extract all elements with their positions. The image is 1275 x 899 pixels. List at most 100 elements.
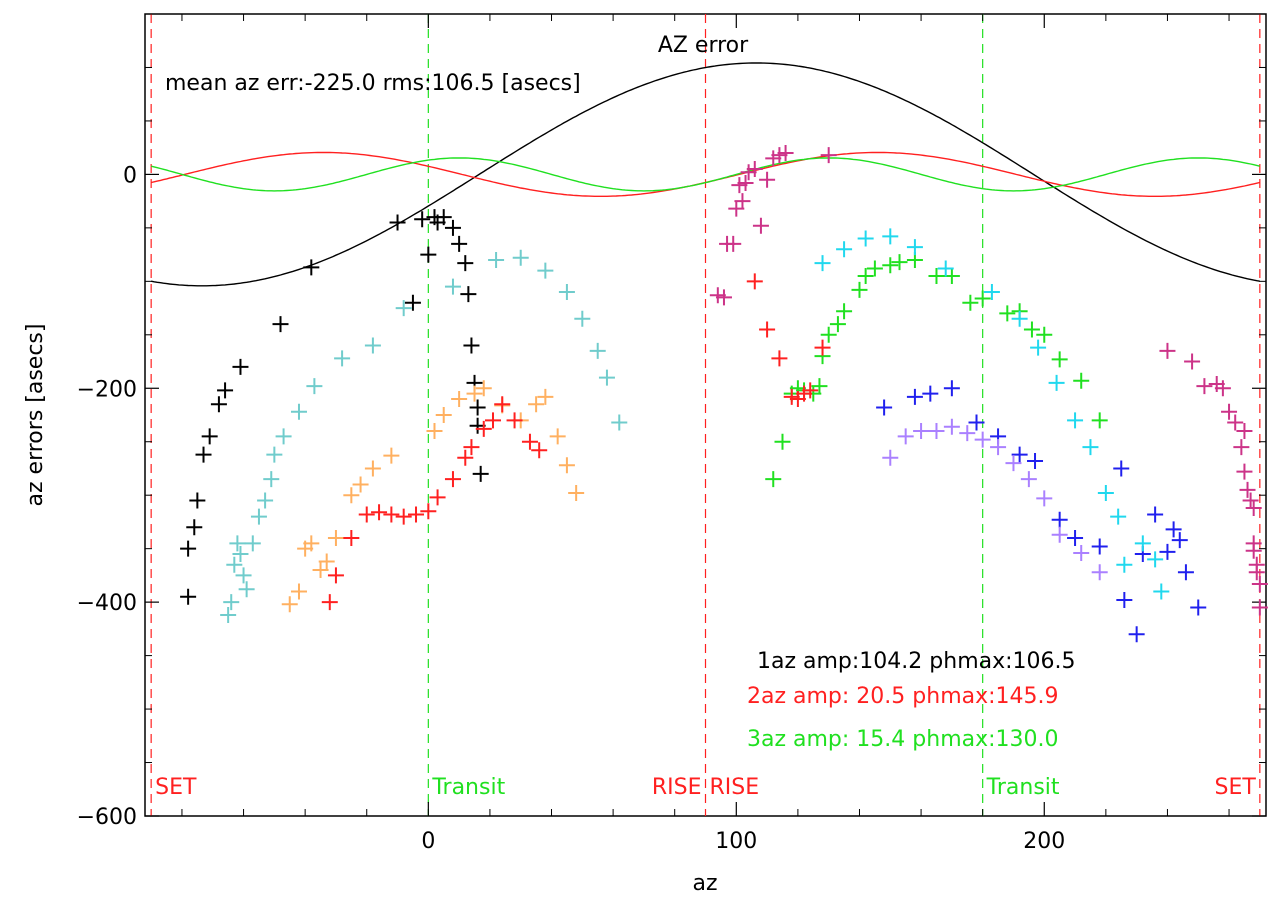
legend-2az: 2az amp: 20.5 phmax:145.9 xyxy=(747,684,1059,709)
data-point xyxy=(485,412,502,429)
data-point xyxy=(460,286,477,303)
data-point xyxy=(457,449,474,466)
data-point xyxy=(272,316,289,333)
data-point xyxy=(488,251,505,268)
data-point xyxy=(814,255,831,272)
data-point xyxy=(836,303,853,320)
data-point xyxy=(275,428,292,445)
data-point xyxy=(451,235,468,252)
data-point xyxy=(1073,372,1090,389)
data-point xyxy=(306,378,323,395)
data-point xyxy=(180,588,197,605)
data-point xyxy=(220,606,237,623)
data-point xyxy=(1048,374,1065,391)
data-point xyxy=(521,433,538,450)
data-point xyxy=(1239,481,1256,498)
data-point xyxy=(420,503,437,520)
data-point xyxy=(1233,439,1250,456)
data-point xyxy=(1082,439,1099,456)
x-tick-label: 200 xyxy=(1023,829,1065,854)
data-point xyxy=(820,326,837,343)
data-point xyxy=(598,369,615,386)
data-point xyxy=(303,535,320,552)
data-point xyxy=(906,388,923,405)
data-point xyxy=(774,433,791,450)
data-point xyxy=(250,508,267,525)
data-point xyxy=(537,262,554,279)
data-point xyxy=(429,489,446,506)
data-point xyxy=(746,161,763,178)
data-point xyxy=(857,267,874,284)
data-point xyxy=(1036,490,1053,507)
data-point xyxy=(1147,506,1164,523)
data-point xyxy=(962,294,979,311)
data-point xyxy=(765,471,782,488)
data-point xyxy=(913,423,930,440)
vline-label-set: SET xyxy=(1215,775,1257,800)
data-point xyxy=(771,350,788,367)
data-point xyxy=(857,230,874,247)
data-point xyxy=(851,281,868,298)
data-point xyxy=(257,492,274,509)
data-point xyxy=(426,423,443,440)
data-point xyxy=(1110,508,1127,525)
reference-lines: SET Transit RISE RISE Transit SET xyxy=(150,14,1261,816)
data-point xyxy=(475,420,492,437)
data-point xyxy=(1159,543,1176,560)
data-point xyxy=(1214,380,1231,397)
data-point xyxy=(1236,423,1253,440)
data-point xyxy=(321,594,338,611)
x-axis-label: az xyxy=(692,871,717,896)
data-point xyxy=(408,506,425,523)
data-point xyxy=(928,267,945,284)
y-tick-label: −400 xyxy=(77,591,137,616)
data-point xyxy=(959,425,976,442)
data-point xyxy=(882,449,899,466)
data-point xyxy=(943,418,960,435)
data-point xyxy=(1116,556,1133,573)
data-point xyxy=(611,414,628,431)
axis-ticks: 0 100 200 −600 −400 −200 0 xyxy=(77,13,1266,854)
data-point xyxy=(1113,460,1130,477)
data-point xyxy=(891,254,908,271)
y-axis-label: az errors [asecs] xyxy=(23,324,48,507)
data-point xyxy=(1091,564,1108,581)
data-point xyxy=(371,504,388,521)
data-point xyxy=(1236,463,1253,480)
data-point xyxy=(303,259,320,276)
data-point xyxy=(395,300,412,317)
data-point xyxy=(802,382,819,399)
data-point xyxy=(974,431,991,448)
data-point xyxy=(1190,599,1207,616)
data-point xyxy=(327,567,344,584)
data-point xyxy=(463,337,480,354)
data-point xyxy=(531,442,548,459)
data-point xyxy=(466,385,483,402)
data-point xyxy=(737,174,754,191)
data-point xyxy=(364,460,381,477)
data-point xyxy=(1091,538,1108,555)
data-point xyxy=(1248,564,1265,581)
vline-label-rise: RISE xyxy=(652,775,702,800)
data-point xyxy=(429,214,446,231)
data-point xyxy=(223,594,240,611)
data-point xyxy=(1159,342,1176,359)
data-point xyxy=(1221,403,1238,420)
data-point xyxy=(1051,351,1068,368)
chart-title: AZ error xyxy=(658,33,749,58)
data-point xyxy=(983,284,1000,301)
data-point xyxy=(568,485,585,502)
data-point xyxy=(759,171,776,188)
data-point xyxy=(999,305,1016,322)
data-point xyxy=(811,378,828,395)
y-tick-label: 0 xyxy=(123,163,137,188)
data-points xyxy=(180,145,1268,643)
data-point xyxy=(1116,591,1133,608)
data-point xyxy=(244,535,261,552)
data-point xyxy=(1153,583,1170,600)
data-point xyxy=(404,294,421,311)
data-point xyxy=(1091,412,1108,429)
harmonic-curve-2az xyxy=(151,151,1260,197)
data-point xyxy=(866,260,883,277)
